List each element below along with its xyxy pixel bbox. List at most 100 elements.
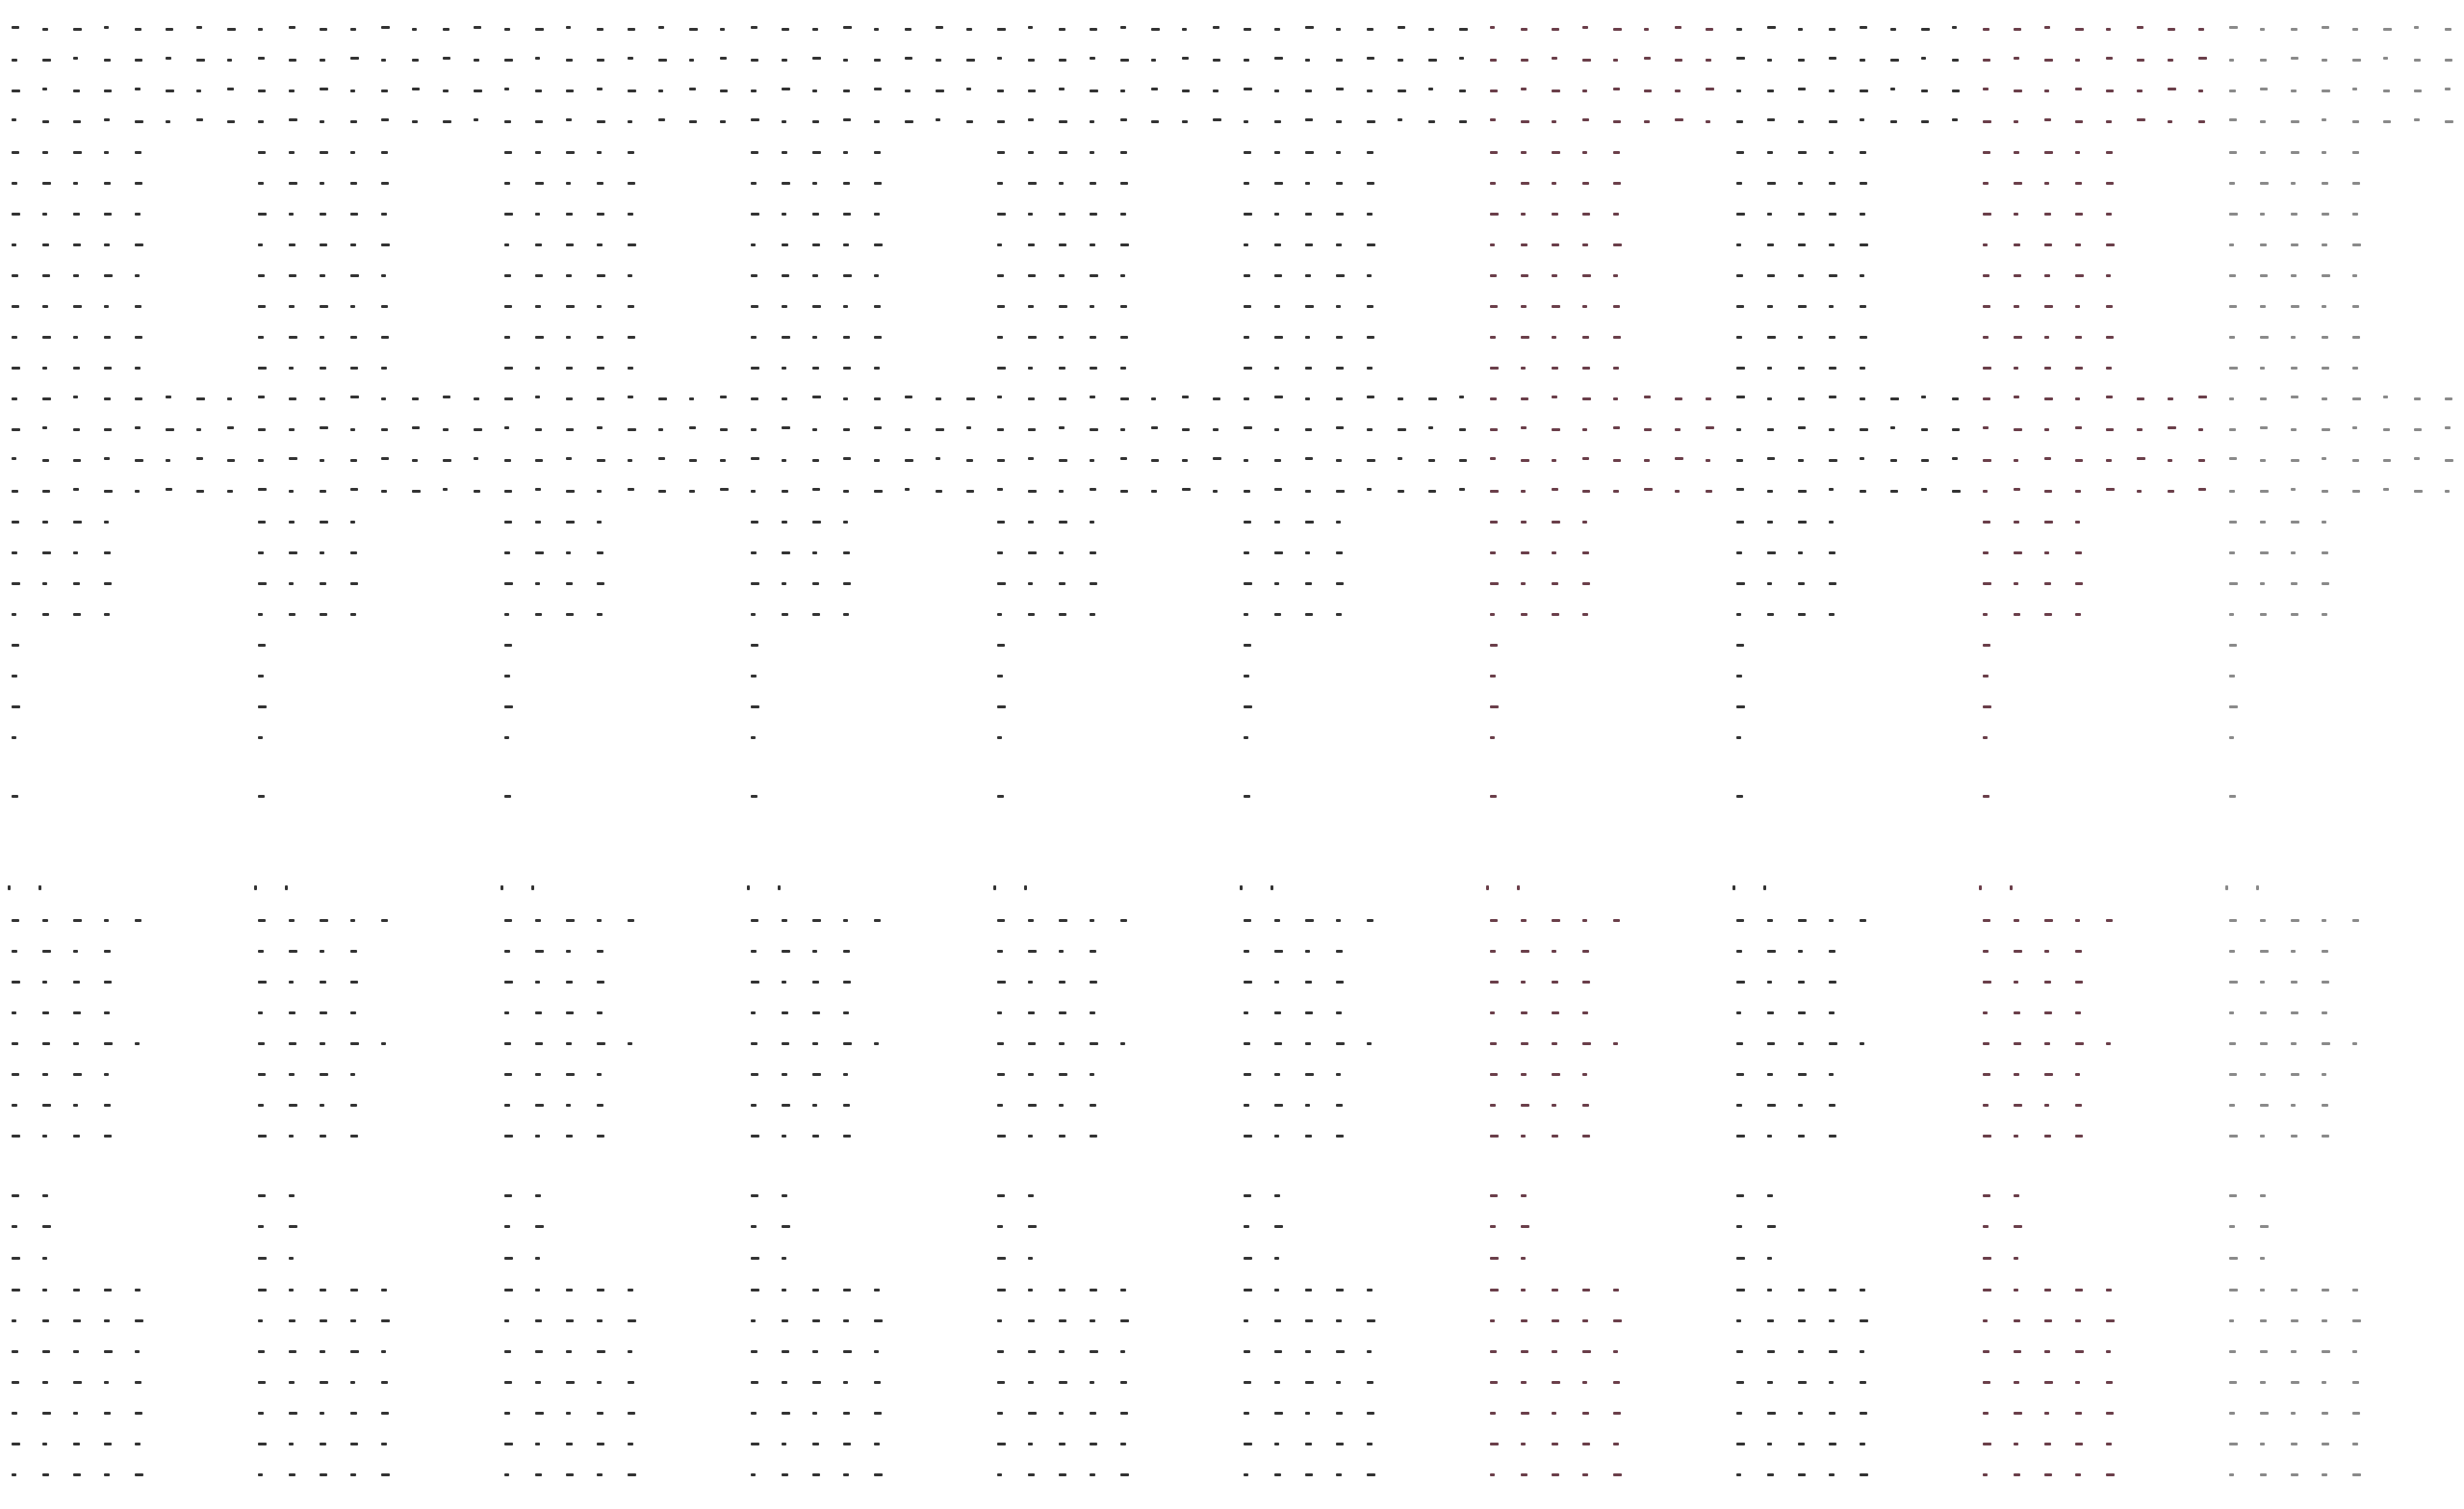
glyph-mark (474, 490, 480, 493)
glyph-mark (1521, 551, 1529, 554)
glyph-mark (1860, 1443, 1865, 1445)
glyph-mark (1829, 1350, 1837, 1353)
glyph-mark (2291, 367, 2297, 370)
glyph-mark (1890, 28, 1896, 31)
glyph-mark (135, 367, 141, 370)
glyph-mark (812, 488, 820, 491)
glyph-mark (320, 1381, 328, 1384)
glyph-mark (1829, 28, 1835, 31)
glyph-mark (42, 305, 48, 308)
glyph-mark (1274, 551, 1283, 554)
glyph-mark (812, 1042, 818, 1045)
glyph-mark (1736, 57, 1745, 60)
glyph-mark (966, 120, 973, 123)
glyph-mark (1952, 118, 1958, 121)
glyph-mark (1490, 1257, 1499, 1260)
glyph-mark (1120, 90, 1125, 92)
glyph-mark (812, 551, 817, 554)
glyph-mark (258, 151, 266, 154)
glyph-mark (874, 1443, 880, 1445)
glyph-mark (1120, 274, 1125, 277)
glyph-mark (782, 1443, 786, 1445)
glyph-mark (2229, 675, 2235, 678)
glyph-mark (1613, 1289, 1619, 1292)
glyph-mark (2291, 428, 2297, 431)
glyph-mark (1582, 613, 1588, 616)
glyph-mark (1521, 1042, 1528, 1045)
glyph-mark (135, 88, 141, 90)
glyph-mark (782, 305, 787, 308)
glyph-mark (1274, 305, 1280, 308)
glyph-mark (1028, 1289, 1033, 1292)
glyph-mark (535, 213, 540, 216)
glyph-mark (597, 182, 603, 185)
glyph-mark (2014, 613, 2020, 616)
glyph-mark (1028, 1412, 1037, 1415)
glyph-mark (1274, 120, 1281, 123)
glyph-mark (73, 459, 81, 462)
glyph-mark (1244, 981, 1252, 984)
glyph-mark (782, 88, 790, 90)
glyph-mark (12, 182, 17, 185)
glyph-mark (1305, 521, 1314, 524)
glyph-mark (258, 950, 264, 953)
glyph-mark (1552, 1319, 1559, 1322)
glyph-mark (42, 981, 47, 984)
glyph-mark (2106, 243, 2115, 246)
glyph-mark (1244, 795, 1250, 798)
glyph-mark (2014, 274, 2021, 277)
glyph-mark (2198, 120, 2205, 123)
glyph-mark (1028, 1381, 1034, 1384)
glyph-mark (843, 305, 848, 308)
glyph-mark (1860, 336, 1867, 339)
glyph-mark (566, 981, 573, 984)
glyph-mark (1552, 582, 1558, 585)
glyph-mark (1736, 488, 1744, 491)
glyph-mark (2075, 1473, 2081, 1476)
glyph-mark (1305, 490, 1311, 493)
glyph-mark (2291, 243, 2298, 246)
glyph-mark (42, 1011, 49, 1014)
glyph-mark (350, 521, 355, 524)
glyph-mark (1090, 243, 1095, 246)
glyph-mark (1090, 521, 1094, 524)
glyph-mark (535, 428, 542, 431)
glyph-mark (2352, 1381, 2359, 1384)
glyph-mark (381, 1289, 387, 1292)
glyph-mark (751, 90, 757, 92)
glyph-mark (689, 397, 694, 400)
glyph-mark (628, 396, 633, 398)
glyph-mark (597, 613, 603, 616)
glyph-mark (320, 490, 326, 493)
glyph-mark (597, 397, 604, 400)
glyph-mark (350, 367, 358, 370)
glyph-mark (104, 613, 110, 616)
glyph-mark (1244, 1257, 1252, 1260)
glyph-mark (258, 396, 265, 398)
glyph-mark (1798, 981, 1805, 984)
glyph-mark (504, 1011, 509, 1014)
glyph-mark (1552, 1412, 1556, 1415)
glyph-mark (751, 1319, 756, 1322)
glyph-mark (104, 1289, 112, 1292)
glyph-mark (258, 675, 264, 678)
glyph-mark (566, 1011, 574, 1014)
glyph-mark (812, 521, 821, 524)
glyph-mark (135, 459, 143, 462)
glyph-mark (2106, 367, 2112, 370)
glyph-mark (381, 1412, 389, 1415)
glyph-mark (1274, 613, 1281, 616)
glyph-mark (751, 1381, 758, 1384)
glyph-mark (1983, 521, 1990, 524)
glyph-mark (2352, 459, 2359, 462)
glyph-mark (1860, 59, 1865, 62)
glyph-mark (1767, 213, 1772, 216)
glyph-mark (289, 1443, 294, 1445)
glyph-mark (1059, 243, 1066, 246)
glyph-mark (1490, 521, 1498, 524)
glyph-mark (1767, 521, 1773, 524)
glyph-mark (997, 367, 1006, 370)
glyph-mark (1798, 1073, 1807, 1076)
glyph-mark (1582, 90, 1587, 92)
glyph-mark (1459, 428, 1466, 431)
